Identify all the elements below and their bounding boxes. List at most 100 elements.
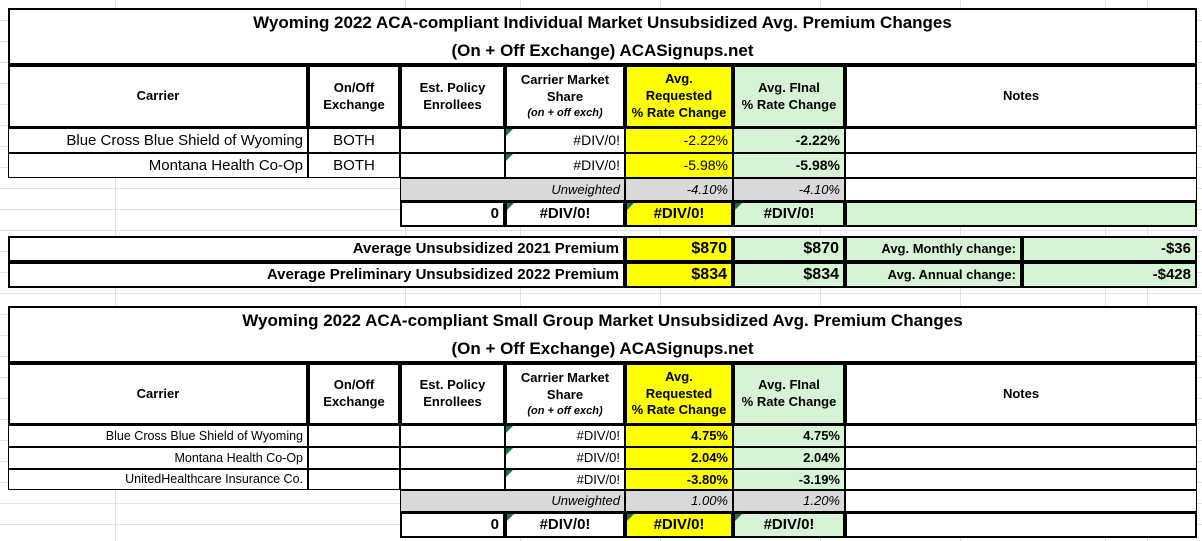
t2-unweighted-notes[interactable] bbox=[845, 490, 1197, 512]
t1-header-requested: Avg. Requested % Rate Change bbox=[625, 65, 733, 128]
t2-row-final[interactable]: -3.19% bbox=[733, 469, 845, 490]
t2-header-enrollees: Est. Policy Enrollees bbox=[400, 363, 505, 425]
t1-row-enrollees[interactable] bbox=[400, 153, 505, 178]
t1-total-requested[interactable]: #DIV/0! bbox=[625, 201, 733, 227]
summary-change-value[interactable]: -$36 bbox=[1022, 236, 1197, 262]
t1-unweighted-requested[interactable]: -4.10% bbox=[625, 178, 733, 201]
t2-row-exchange[interactable] bbox=[308, 447, 400, 469]
t2-total-final-value: #DIV/0! bbox=[763, 516, 815, 533]
t1-total-enrollees[interactable]: 0 bbox=[400, 201, 505, 227]
summary-final-premium[interactable]: $870 bbox=[733, 236, 845, 262]
error-indicator-icon bbox=[735, 514, 742, 521]
t2-total-requested-value: #DIV/0! bbox=[653, 516, 705, 533]
t2-row-notes[interactable] bbox=[845, 469, 1197, 490]
t2-row-carrier[interactable]: UnitedHealthcare Insurance Co. bbox=[8, 469, 308, 490]
t2-total-enrollees[interactable]: 0 bbox=[400, 512, 505, 538]
t1-header-market-share: Carrier Market Share (on + off exch) bbox=[505, 65, 625, 128]
t1-row-carrier[interactable]: Montana Health Co-Op bbox=[8, 153, 308, 178]
t2-row-exchange[interactable] bbox=[308, 425, 400, 447]
t2-total-requested[interactable]: #DIV/0! bbox=[625, 512, 733, 538]
t1-total-final[interactable]: #DIV/0! bbox=[733, 201, 845, 227]
t1-unweighted-label[interactable]: Unweighted bbox=[400, 178, 625, 201]
t1-header-market-share-main: Carrier Market Share bbox=[520, 72, 610, 105]
t2-unweighted-final[interactable]: 1.20% bbox=[733, 490, 845, 512]
t2-total-market-share-value: #DIV/0! bbox=[539, 516, 591, 533]
t2-total-notes[interactable] bbox=[845, 512, 1197, 538]
t2-row-requested[interactable]: 4.75% bbox=[625, 425, 733, 447]
t2-row-enrollees[interactable] bbox=[400, 469, 505, 490]
t1-row-final[interactable]: -5.98% bbox=[733, 153, 845, 178]
t2-total-final[interactable]: #DIV/0! bbox=[733, 512, 845, 538]
t1-row-requested[interactable]: -5.98% bbox=[625, 153, 733, 178]
summary-requested-premium[interactable]: $870 bbox=[625, 236, 733, 262]
t2-row-market-share-value: #DIV/0! bbox=[576, 471, 620, 487]
t2-total-market-share[interactable]: #DIV/0! bbox=[505, 512, 625, 538]
t2-unweighted-requested[interactable]: 1.00% bbox=[625, 490, 733, 512]
t1-row-exchange[interactable]: BOTH bbox=[308, 153, 400, 178]
t1-row-market-share-value: #DIV/0! bbox=[573, 132, 620, 149]
t1-row-notes[interactable] bbox=[845, 128, 1197, 153]
t1-total-market-share-value: #DIV/0! bbox=[539, 205, 591, 222]
error-indicator-icon bbox=[506, 154, 513, 161]
t2-row-final[interactable]: 4.75% bbox=[733, 425, 845, 447]
individual-market-title: Wyoming 2022 ACA-compliant Individual Ma… bbox=[8, 8, 1197, 65]
t2-header-market-share: Carrier Market Share (on + off exch) bbox=[505, 363, 625, 425]
summary-change-label: Avg. Annual change: bbox=[845, 262, 1022, 288]
t1-row-exchange[interactable]: BOTH bbox=[308, 128, 400, 153]
t1-row-carrier[interactable]: Blue Cross Blue Shield of Wyoming bbox=[8, 128, 308, 153]
t2-header-final: Avg. FInal % Rate Change bbox=[733, 363, 845, 425]
t2-header-notes: Notes bbox=[845, 363, 1197, 425]
error-indicator-icon bbox=[506, 129, 513, 136]
t1-row-enrollees[interactable] bbox=[400, 128, 505, 153]
summary-change-value[interactable]: -$428 bbox=[1022, 262, 1197, 288]
summary-requested-premium[interactable]: $834 bbox=[625, 262, 733, 288]
error-indicator-icon bbox=[627, 514, 634, 521]
t2-row-enrollees[interactable] bbox=[400, 447, 505, 469]
t2-row-market-share[interactable]: #DIV/0! bbox=[505, 425, 625, 447]
t1-header-market-share-note: (on + off exch) bbox=[527, 107, 603, 120]
t1-total-market-share[interactable]: #DIV/0! bbox=[505, 201, 625, 227]
t1-row-market-share-value: #DIV/0! bbox=[573, 157, 620, 174]
t2-header-carrier: Carrier bbox=[8, 363, 308, 425]
error-indicator-icon bbox=[506, 470, 513, 477]
t2-row-market-share[interactable]: #DIV/0! bbox=[505, 447, 625, 469]
t1-row-market-share[interactable]: #DIV/0! bbox=[505, 128, 625, 153]
t2-row-notes[interactable] bbox=[845, 447, 1197, 469]
t1-header-exchange: On/Off Exchange bbox=[308, 65, 400, 128]
error-indicator-icon bbox=[507, 203, 514, 210]
t1-unweighted-notes[interactable] bbox=[845, 178, 1197, 201]
summary-label: Average Preliminary Unsubsidized 2022 Pr… bbox=[8, 262, 625, 288]
error-indicator-icon bbox=[735, 203, 742, 210]
t2-row-exchange[interactable] bbox=[308, 469, 400, 490]
t1-row-final[interactable]: -2.22% bbox=[733, 128, 845, 153]
summary-label: Average Unsubsidized 2021 Premium bbox=[8, 236, 625, 262]
t1-row-requested[interactable]: -2.22% bbox=[625, 128, 733, 153]
small-group-market-title: Wyoming 2022 ACA-compliant Small Group M… bbox=[8, 306, 1197, 363]
t2-row-carrier[interactable]: Montana Health Co-Op bbox=[8, 447, 308, 469]
t1-total-notes[interactable] bbox=[845, 201, 1197, 227]
t2-row-market-share-value: #DIV/0! bbox=[576, 450, 620, 466]
t2-header-exchange: On/Off Exchange bbox=[308, 363, 400, 425]
summary-final-premium[interactable]: $834 bbox=[733, 262, 845, 288]
t1-header-notes: Notes bbox=[845, 65, 1197, 128]
t2-row-notes[interactable] bbox=[845, 425, 1197, 447]
t1-total-requested-value: #DIV/0! bbox=[653, 205, 705, 222]
t2-unweighted-label[interactable]: Unweighted bbox=[400, 490, 625, 512]
t1-row-market-share[interactable]: #DIV/0! bbox=[505, 153, 625, 178]
t1-header-final: Avg. FInal % Rate Change bbox=[733, 65, 845, 128]
summary-change-label: Avg. Monthly change: bbox=[845, 236, 1022, 262]
t1-row-notes[interactable] bbox=[845, 153, 1197, 178]
t2-row-requested[interactable]: 2.04% bbox=[625, 447, 733, 469]
t1-unweighted-final[interactable]: -4.10% bbox=[733, 178, 845, 201]
t2-row-carrier[interactable]: Blue Cross Blue Shield of Wyoming bbox=[8, 425, 308, 447]
t2-row-requested[interactable]: -3.80% bbox=[625, 469, 733, 490]
error-indicator-icon bbox=[507, 514, 514, 521]
t2-row-final[interactable]: 2.04% bbox=[733, 447, 845, 469]
error-indicator-icon bbox=[506, 426, 513, 433]
t2-row-enrollees[interactable] bbox=[400, 425, 505, 447]
t2-row-market-share[interactable]: #DIV/0! bbox=[505, 469, 625, 490]
t1-header-enrollees: Est. Policy Enrollees bbox=[400, 65, 505, 128]
t1-total-final-value: #DIV/0! bbox=[763, 205, 815, 222]
t2-header-requested: Avg. Requested % Rate Change bbox=[625, 363, 733, 425]
